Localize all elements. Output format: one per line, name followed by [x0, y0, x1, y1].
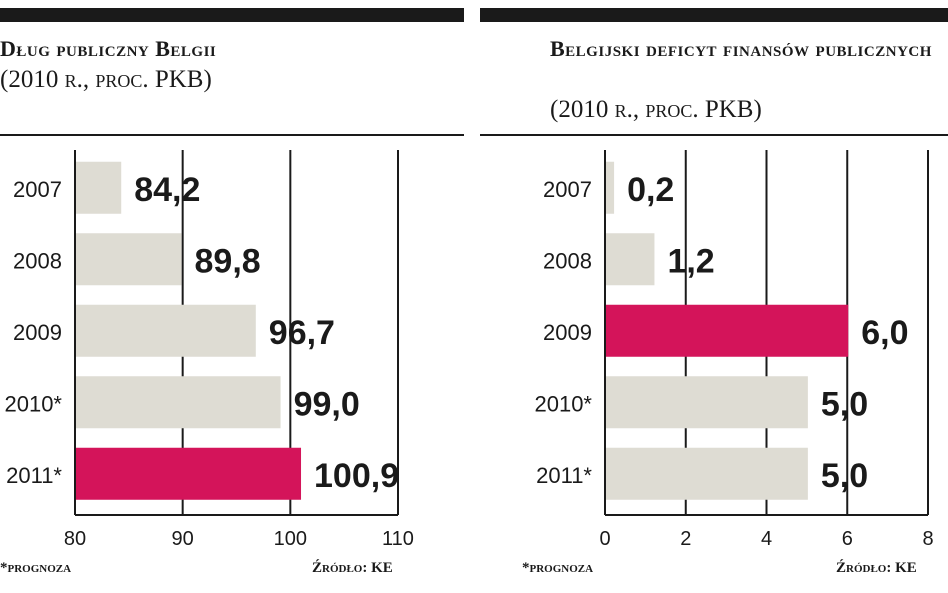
- bar: [76, 304, 256, 357]
- value-label: 0,2: [627, 171, 674, 209]
- chart-subtitle: (2010 r., proc. PKB): [0, 66, 212, 93]
- value-label: 96,7: [269, 314, 335, 352]
- value-label: 89,8: [195, 242, 261, 280]
- value-label: 6,0: [861, 314, 908, 352]
- footnote: *prognoza: [0, 560, 72, 576]
- bar: [606, 233, 655, 286]
- category-label: 2009: [13, 320, 62, 345]
- chart-title: Dług publiczny Belgii: [0, 36, 217, 61]
- value-label: 99,0: [294, 385, 360, 423]
- bar: [76, 161, 122, 214]
- debt-bar-chart: 80 90 100 110 2007 84,2 2008 89,8 2009 96,7 2010* 9…: [4, 150, 414, 550]
- deficit-bar-chart: 0 2 4 6 8 2007 0,2 2008 1,2 2009 6,0 2010* 5,0 2011* 5…: [534, 150, 934, 550]
- source-label: Źródło: KE: [312, 560, 393, 576]
- category-label: 2011*: [536, 463, 592, 488]
- top-bar: [0, 8, 464, 22]
- bar: [76, 233, 182, 286]
- top-bar: [480, 8, 948, 22]
- value-label: 1,2: [667, 242, 714, 280]
- debt-chart-panel: Dług publiczny Belgii (2010 r., proc. PK…: [0, 0, 470, 593]
- footnote: *prognoza: [522, 560, 594, 576]
- category-label: 2010*: [534, 391, 592, 416]
- chart-title: Belgijski deficyt finansów publicznych: [550, 36, 932, 61]
- x-tick-label: 100: [274, 528, 307, 550]
- category-label: 2008: [13, 248, 62, 273]
- value-label: 5,0: [821, 457, 868, 495]
- x-tick-label: 110: [382, 528, 414, 550]
- x-tick-label: 8: [922, 528, 933, 550]
- category-label: 2010*: [4, 391, 62, 416]
- value-label: 84,2: [134, 171, 200, 209]
- x-tick-label: 6: [842, 528, 853, 550]
- value-label: 100,9: [314, 457, 399, 495]
- bar: [76, 376, 281, 429]
- category-label: 2011*: [6, 463, 62, 488]
- bar: [606, 376, 808, 429]
- bar: [606, 447, 808, 500]
- x-tick-label: 0: [599, 528, 610, 550]
- bar: [76, 447, 302, 500]
- title-rule: [480, 134, 948, 136]
- bar: [606, 304, 849, 357]
- chart-subtitle: (2010 r., proc. PKB): [550, 96, 762, 123]
- category-label: 2008: [543, 248, 592, 273]
- x-tick-label: 90: [172, 528, 194, 550]
- category-label: 2009: [543, 320, 592, 345]
- x-tick-label: 80: [64, 528, 86, 550]
- category-label: 2007: [13, 177, 62, 202]
- title-rule: [0, 134, 464, 136]
- x-tick-label: 2: [680, 528, 691, 550]
- deficit-chart-panel: Belgijski deficyt finansów publicznych (…: [480, 0, 948, 593]
- source-label: Źródło: KE: [836, 560, 917, 576]
- bar: [606, 161, 615, 214]
- value-label: 5,0: [821, 385, 868, 423]
- category-label: 2007: [543, 177, 592, 202]
- x-tick-label: 4: [761, 528, 772, 550]
